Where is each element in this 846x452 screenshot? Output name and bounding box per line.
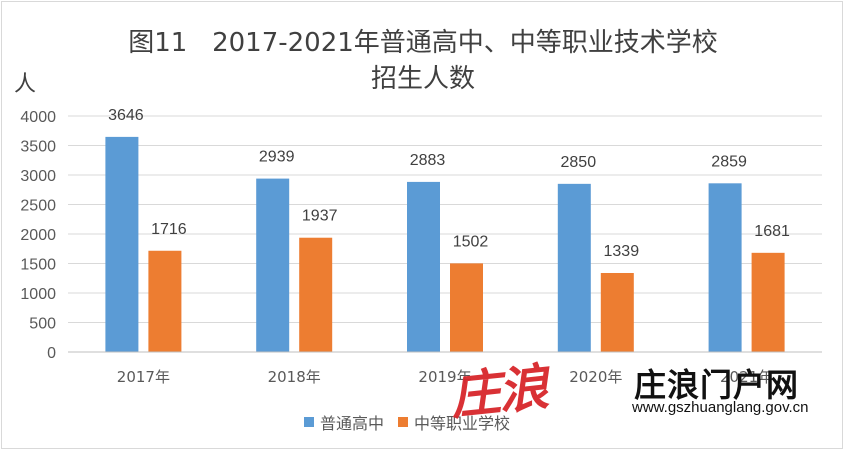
chart-title-line-2: 招生人数 [370,64,475,94]
data-label-1-2: 2939 [259,149,295,166]
y-tick-label-4000: 4000 [20,109,56,126]
watermark-site-name: 庄浪门户网 [634,366,800,404]
data-label-1-4: 2850 [561,154,597,171]
data-label-1-5: 2859 [711,153,747,170]
watermark-url: www.gszhuanglang.gov.cn [632,399,809,416]
y-tick-label-2500: 2500 [20,198,56,215]
chart-title-line-1: 图11 2017-2021年普通高中、中等职业技术学校 [128,28,718,58]
y-tick-label-1000: 1000 [20,286,56,303]
y-tick-label-1500: 1500 [20,257,56,274]
legend-swatch-series-1 [304,417,314,427]
legend-item-series-2: 中等职业学校 [398,410,510,434]
bar-1-3 [407,181,440,352]
x-tick-label-5: 2021年 [720,368,773,386]
y-tick-label-500: 500 [29,316,56,333]
legend-label-series-2: 中等职业学校 [414,414,511,433]
y-tick-label-2000: 2000 [20,227,56,244]
data-label-1-1: 3646 [108,107,144,124]
x-tick-label-2: 2018年 [268,368,321,386]
bar-1-4 [557,183,591,352]
bar-2-4 [600,272,634,352]
watermark-stylized-logo: 庄浪 [447,357,550,426]
y-tick-label-3000: 3000 [20,168,56,185]
bar-2-5 [751,252,785,352]
data-label-2-5: 1681 [754,223,790,240]
legend-swatch-series-2 [398,417,409,427]
y-axis-unit-label: 人 [14,72,37,97]
bar-1-1 [105,136,139,352]
legend-item-series-1: 普通高中 [304,410,384,434]
y-tick-label-3500: 3500 [20,139,56,156]
bar-1-2 [256,178,290,352]
x-tick-label-3: 2019年 [418,368,471,386]
data-label-2-4: 1339 [604,243,640,260]
data-label-2-2: 1937 [302,208,338,225]
legend-label-series-1: 普通高中 [320,414,385,433]
data-label-2-1: 1716 [151,221,187,238]
data-label-1-3: 2883 [410,152,446,169]
bar-2-3 [450,263,483,352]
bar-1-5 [708,183,742,352]
x-tick-label-1: 2017年 [117,368,170,386]
x-tick-label-4: 2020年 [569,368,622,386]
bar-2-1 [148,250,182,352]
chart-legend: 普通高中 中等职业学校 [304,410,524,434]
bar-2-2 [299,237,333,352]
data-label-2-3: 1502 [453,233,489,250]
y-tick-label-0: 0 [47,345,56,362]
